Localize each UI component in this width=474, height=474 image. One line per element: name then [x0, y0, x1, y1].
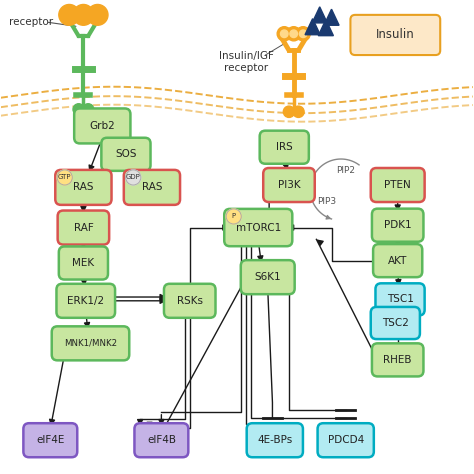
- Text: TSC2: TSC2: [382, 318, 409, 328]
- Text: S6K1: S6K1: [255, 272, 281, 282]
- Text: TSC1: TSC1: [387, 294, 413, 304]
- Polygon shape: [305, 18, 320, 35]
- Text: PIP3: PIP3: [318, 197, 337, 206]
- Text: Grb2: Grb2: [90, 121, 115, 131]
- FancyBboxPatch shape: [59, 246, 108, 280]
- FancyBboxPatch shape: [375, 283, 425, 316]
- Circle shape: [57, 170, 73, 185]
- Circle shape: [226, 209, 241, 224]
- Text: AKT: AKT: [388, 255, 407, 265]
- Text: PIP2: PIP2: [336, 166, 355, 175]
- Circle shape: [281, 30, 288, 37]
- Text: eIF4E: eIF4E: [36, 435, 64, 445]
- Text: Insulin: Insulin: [376, 28, 415, 41]
- FancyBboxPatch shape: [56, 284, 115, 318]
- Circle shape: [277, 27, 292, 41]
- Text: PI3K: PI3K: [278, 180, 301, 190]
- FancyBboxPatch shape: [164, 284, 216, 318]
- FancyBboxPatch shape: [246, 423, 303, 457]
- Text: ERK1/2: ERK1/2: [67, 296, 104, 306]
- FancyBboxPatch shape: [241, 260, 295, 294]
- FancyBboxPatch shape: [318, 423, 374, 457]
- Circle shape: [73, 104, 84, 115]
- Circle shape: [59, 4, 80, 25]
- Text: RSKs: RSKs: [177, 296, 203, 306]
- Text: PTEN: PTEN: [384, 180, 411, 190]
- Text: SOS: SOS: [115, 149, 137, 159]
- Circle shape: [287, 27, 301, 41]
- Text: MNK1/MNK2: MNK1/MNK2: [64, 339, 117, 348]
- FancyBboxPatch shape: [135, 423, 188, 457]
- Text: PDCD4: PDCD4: [328, 435, 364, 445]
- Text: MEK: MEK: [73, 258, 94, 268]
- Circle shape: [87, 4, 108, 25]
- Text: Insulin/IGF
receptor: Insulin/IGF receptor: [219, 51, 274, 73]
- Text: mTORC1: mTORC1: [236, 223, 281, 233]
- Text: 4E-BPs: 4E-BPs: [257, 435, 292, 445]
- Circle shape: [290, 30, 298, 37]
- FancyBboxPatch shape: [23, 423, 77, 457]
- FancyBboxPatch shape: [55, 170, 111, 205]
- Text: receptor: receptor: [9, 17, 54, 27]
- FancyBboxPatch shape: [372, 343, 423, 376]
- Text: P: P: [232, 213, 236, 219]
- Text: IRS: IRS: [276, 142, 292, 152]
- FancyBboxPatch shape: [371, 307, 420, 339]
- FancyBboxPatch shape: [224, 209, 292, 246]
- Circle shape: [283, 106, 295, 118]
- Circle shape: [300, 30, 307, 37]
- FancyBboxPatch shape: [372, 209, 423, 242]
- Polygon shape: [318, 19, 333, 36]
- Text: GDP: GDP: [126, 174, 141, 181]
- FancyBboxPatch shape: [350, 15, 440, 55]
- Text: RAS: RAS: [142, 182, 162, 192]
- Circle shape: [296, 27, 310, 41]
- Text: eIF4B: eIF4B: [147, 435, 176, 445]
- Text: PDK1: PDK1: [384, 220, 411, 230]
- FancyBboxPatch shape: [263, 168, 315, 202]
- Text: RAS: RAS: [73, 182, 94, 192]
- Text: GTP: GTP: [58, 174, 72, 181]
- Text: RHEB: RHEB: [383, 355, 412, 365]
- Polygon shape: [312, 7, 327, 23]
- Text: RAF: RAF: [73, 223, 93, 233]
- FancyBboxPatch shape: [371, 168, 425, 202]
- FancyBboxPatch shape: [52, 326, 129, 360]
- Circle shape: [73, 4, 94, 25]
- Circle shape: [126, 170, 141, 185]
- FancyBboxPatch shape: [260, 131, 309, 164]
- Circle shape: [293, 106, 304, 118]
- FancyBboxPatch shape: [58, 210, 109, 245]
- Polygon shape: [324, 9, 339, 25]
- Circle shape: [82, 104, 94, 115]
- FancyBboxPatch shape: [373, 244, 422, 277]
- FancyBboxPatch shape: [74, 109, 130, 144]
- FancyBboxPatch shape: [124, 170, 180, 205]
- FancyBboxPatch shape: [101, 138, 151, 171]
